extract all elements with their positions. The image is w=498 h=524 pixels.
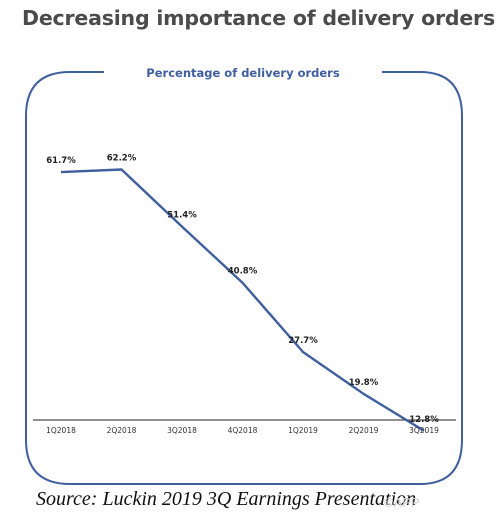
source-note: Source: Luckin 2019 3Q Earnings Presenta…: [36, 488, 417, 510]
data-label: 12.8%: [409, 415, 439, 425]
data-label: 61.7%: [46, 156, 76, 166]
data-label: 51.4%: [167, 211, 197, 221]
x-tick-label: 2Q2018: [107, 426, 137, 435]
data-label: 40.8%: [228, 267, 258, 277]
x-tick-label: 2Q2019: [349, 426, 379, 435]
x-tick-label: 3Q2019: [409, 426, 439, 435]
chart-subtitle: Percentage of delivery orders: [146, 66, 340, 80]
page-title: Decreasing importance of delivery orders: [22, 6, 495, 30]
x-tick-label: 1Q2018: [46, 426, 76, 435]
data-label: 19.8%: [349, 378, 379, 388]
data-label: 62.2%: [107, 154, 137, 164]
data-label: 27.7%: [288, 336, 318, 346]
watermark: ©APP: [384, 495, 420, 510]
series-line-delivery: [60, 168, 425, 432]
x-tick-label: 3Q2018: [167, 426, 197, 435]
x-tick-label: 4Q2018: [228, 426, 258, 435]
x-tick-label: 1Q2019: [288, 426, 318, 435]
chart-frame: [25, 71, 463, 485]
